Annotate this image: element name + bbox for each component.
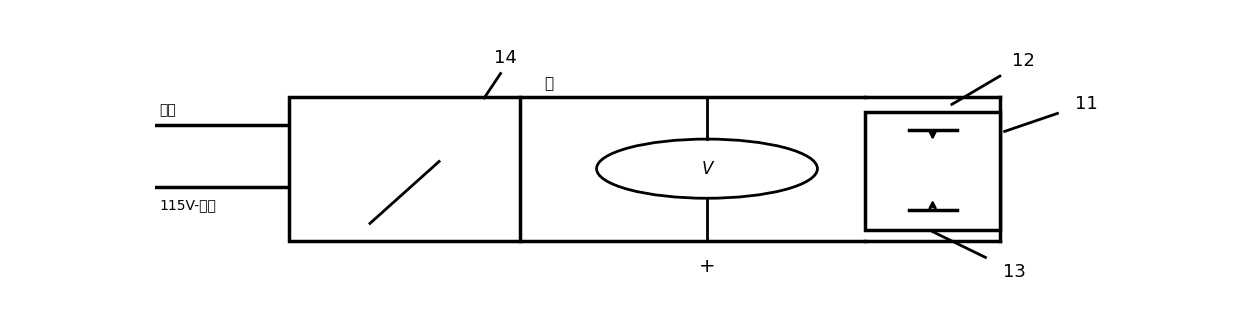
Text: 14: 14: [494, 49, 517, 67]
Text: 13: 13: [1002, 263, 1026, 281]
Text: V: V: [701, 160, 712, 178]
Text: 115V-交流: 115V-交流: [160, 198, 217, 212]
Text: 11: 11: [1075, 96, 1098, 113]
Text: 输入: 输入: [160, 103, 176, 117]
Bar: [866, 112, 1000, 230]
Text: 12: 12: [1012, 52, 1036, 70]
Bar: [290, 97, 520, 241]
Text: +: +: [699, 257, 715, 276]
Text: －: －: [544, 76, 553, 92]
